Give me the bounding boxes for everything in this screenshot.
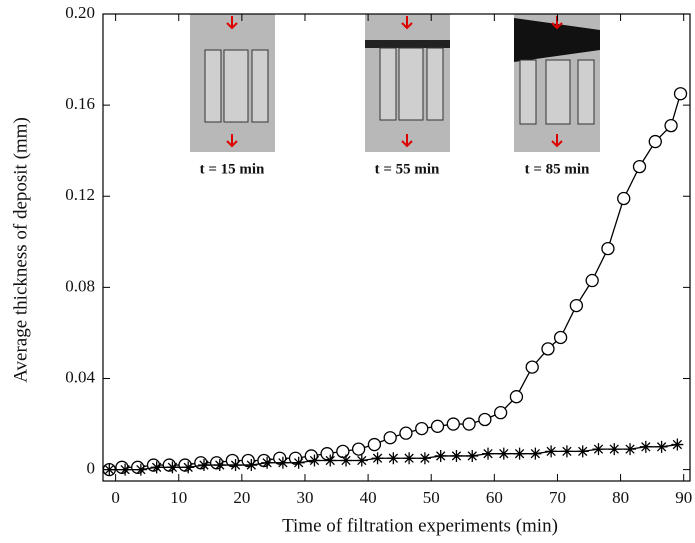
- plot-frame: [102, 13, 691, 482]
- marker: [103, 463, 116, 476]
- inset-image: [365, 40, 450, 48]
- marker: [450, 449, 463, 462]
- marker: [308, 454, 321, 467]
- marker: [608, 443, 621, 456]
- x-tick-label: 70: [549, 488, 566, 507]
- marker: [601, 241, 615, 256]
- y-tick-label: 0: [87, 459, 96, 478]
- inset-image: [545, 59, 571, 125]
- x-tick-label: 10: [170, 488, 187, 507]
- marker: [525, 360, 539, 374]
- y-tick-label: 0.12: [65, 185, 95, 204]
- x-tick-label: 90: [675, 488, 692, 507]
- marker: [213, 459, 226, 472]
- inset-label: t = 55 min: [375, 161, 440, 177]
- marker: [624, 443, 637, 456]
- marker: [324, 454, 337, 467]
- marker: [418, 452, 431, 465]
- marker: [478, 412, 492, 427]
- marker: [529, 447, 542, 460]
- marker: [617, 191, 631, 206]
- marker: [655, 440, 668, 453]
- marker: [355, 454, 368, 467]
- marker: [592, 443, 605, 456]
- x-tick-label: 30: [296, 488, 313, 507]
- y-tick-label: 0.08: [65, 276, 95, 295]
- marker: [336, 444, 350, 459]
- marker: [434, 449, 447, 462]
- marker: [351, 442, 366, 456]
- marker: [134, 463, 147, 476]
- inset-label: t = 15 min: [200, 161, 265, 177]
- x-tick-label: 60: [486, 488, 503, 507]
- y-axis-label: Average thickness of deposit (mm): [10, 117, 31, 383]
- marker: [367, 437, 382, 452]
- marker: [569, 298, 584, 313]
- marker: [545, 445, 558, 458]
- marker: [415, 421, 429, 436]
- y-tick-label: 0.20: [65, 3, 95, 22]
- x-tick-label: 50: [423, 488, 440, 507]
- marker: [482, 447, 495, 460]
- y-tick-label: 0.04: [65, 367, 95, 386]
- flow-arrows: [226, 16, 563, 148]
- x-tick-label: 0: [111, 488, 120, 507]
- marker: [664, 118, 678, 133]
- marker: [229, 459, 242, 472]
- x-tick-label: 80: [612, 488, 629, 507]
- inset-images: [190, 14, 600, 152]
- marker: [560, 445, 573, 458]
- marker: [261, 456, 274, 469]
- marker: [446, 417, 460, 431]
- x-tick-label: 40: [360, 488, 377, 507]
- marker: [466, 449, 479, 462]
- marker: [497, 447, 510, 460]
- marker: [166, 461, 179, 474]
- marker: [276, 456, 289, 469]
- marker: [509, 390, 524, 404]
- inset-image: [204, 49, 222, 123]
- marker: [383, 431, 397, 445]
- marker: [403, 452, 416, 465]
- marker: [197, 459, 210, 472]
- inset-image: [519, 59, 537, 125]
- inset-image: [426, 47, 444, 121]
- marker: [648, 134, 662, 149]
- marker: [673, 87, 688, 101]
- marker: [513, 447, 526, 460]
- marker: [371, 452, 384, 465]
- x-tick-label: 20: [233, 488, 250, 507]
- marker: [553, 330, 568, 345]
- marker: [119, 463, 132, 476]
- marker: [292, 456, 305, 469]
- marker: [430, 419, 445, 433]
- x-axis-label: Time of filtration experiments (min): [282, 515, 558, 536]
- marker: [462, 417, 476, 431]
- marker: [639, 440, 652, 453]
- marker: [632, 159, 647, 174]
- inset-image: [398, 47, 424, 121]
- marker: [541, 342, 555, 356]
- inset-image: [577, 59, 595, 125]
- y-tick-label: 0.16: [65, 94, 95, 113]
- marker: [387, 452, 400, 465]
- inset-label: t = 85 min: [525, 161, 590, 177]
- marker: [399, 426, 413, 440]
- inset-image: [514, 18, 600, 62]
- marker: [671, 438, 684, 451]
- inset-image: [223, 49, 249, 123]
- marker: [245, 459, 258, 472]
- marker: [576, 445, 589, 458]
- marker: [493, 406, 508, 420]
- marker: [182, 461, 195, 474]
- marker: [340, 454, 353, 467]
- marker: [585, 273, 599, 288]
- inset-image: [251, 49, 269, 123]
- marker: [150, 461, 163, 474]
- inset-image: [379, 47, 397, 121]
